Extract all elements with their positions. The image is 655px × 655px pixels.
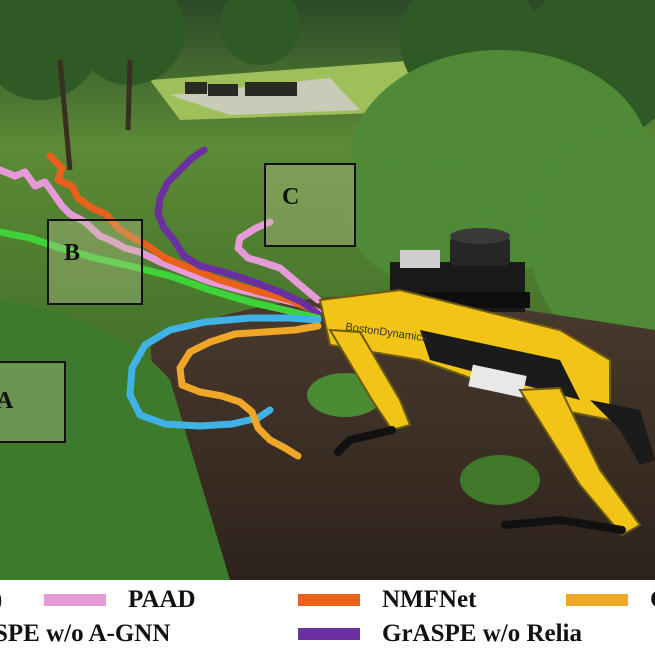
legend-label-partial-left: ) [0,586,2,614]
tree-trunks [57,59,133,171]
region-box-a: A [0,361,66,443]
legend-label-grasp-partial: SPE w/o A-GNN [0,620,171,647]
legend-item-grasp-partial: SPE w/o A-GNN [0,620,170,648]
label-b: B [64,240,80,266]
legend-item-partial-left: ) [0,586,2,614]
legend-item-paad: PAAD [44,586,196,614]
trajectory-gold [176,322,322,460]
label-c: C [282,184,299,210]
region-box-c: C [264,163,356,247]
legend-item-nmfnet: NMFNet [298,586,476,614]
robot-front-leg-left [328,328,412,432]
legend-item-g-partial: G [566,586,655,614]
robot-rear-leg-right [590,400,655,465]
label-a: A [0,388,14,414]
trajectory-orange [46,152,318,314]
region-box-b: B [47,219,143,305]
robot-rear-foot [501,515,626,534]
ground-cover-plants [0,300,230,580]
legend-swatch-paad [44,594,106,606]
robot-side-panel [468,364,527,398]
trajectory-purple [154,146,322,318]
robot-body-side [420,330,580,400]
quadruped-robot: BostonDynamics [318,228,655,537]
plant-clump [460,455,540,505]
legend-label-nmfnet: NMFNet [382,586,477,613]
trajectory-pink-c [234,218,322,304]
trajectory-pink [0,166,322,316]
trajectory-cyan [126,314,322,430]
legend-label-paad: PAAD [128,586,196,613]
legend-label-grasp-reli: GrASPE w/o Relia [382,620,582,647]
robot-front-leg-right [334,426,396,456]
legend-swatch-purple [298,628,360,640]
legend-swatch-gold [566,594,628,606]
legend-item-grasp-reli: GrASPE w/o Relia [298,620,582,648]
legend-swatch-nmfnet [298,594,360,606]
robot-rear-leg-left [518,386,642,537]
legend-label-g-partial: G [650,586,655,614]
trajectory-green [0,228,322,322]
outdoor-robot-scene: A B C BostonDynamics [0,0,655,580]
park-benches [185,82,297,96]
walkway [170,78,360,115]
trajectory-lines [0,146,322,460]
legend: ) PAAD NMFNet G SPE w/o A-GNN GrASPE w/o… [0,580,655,655]
